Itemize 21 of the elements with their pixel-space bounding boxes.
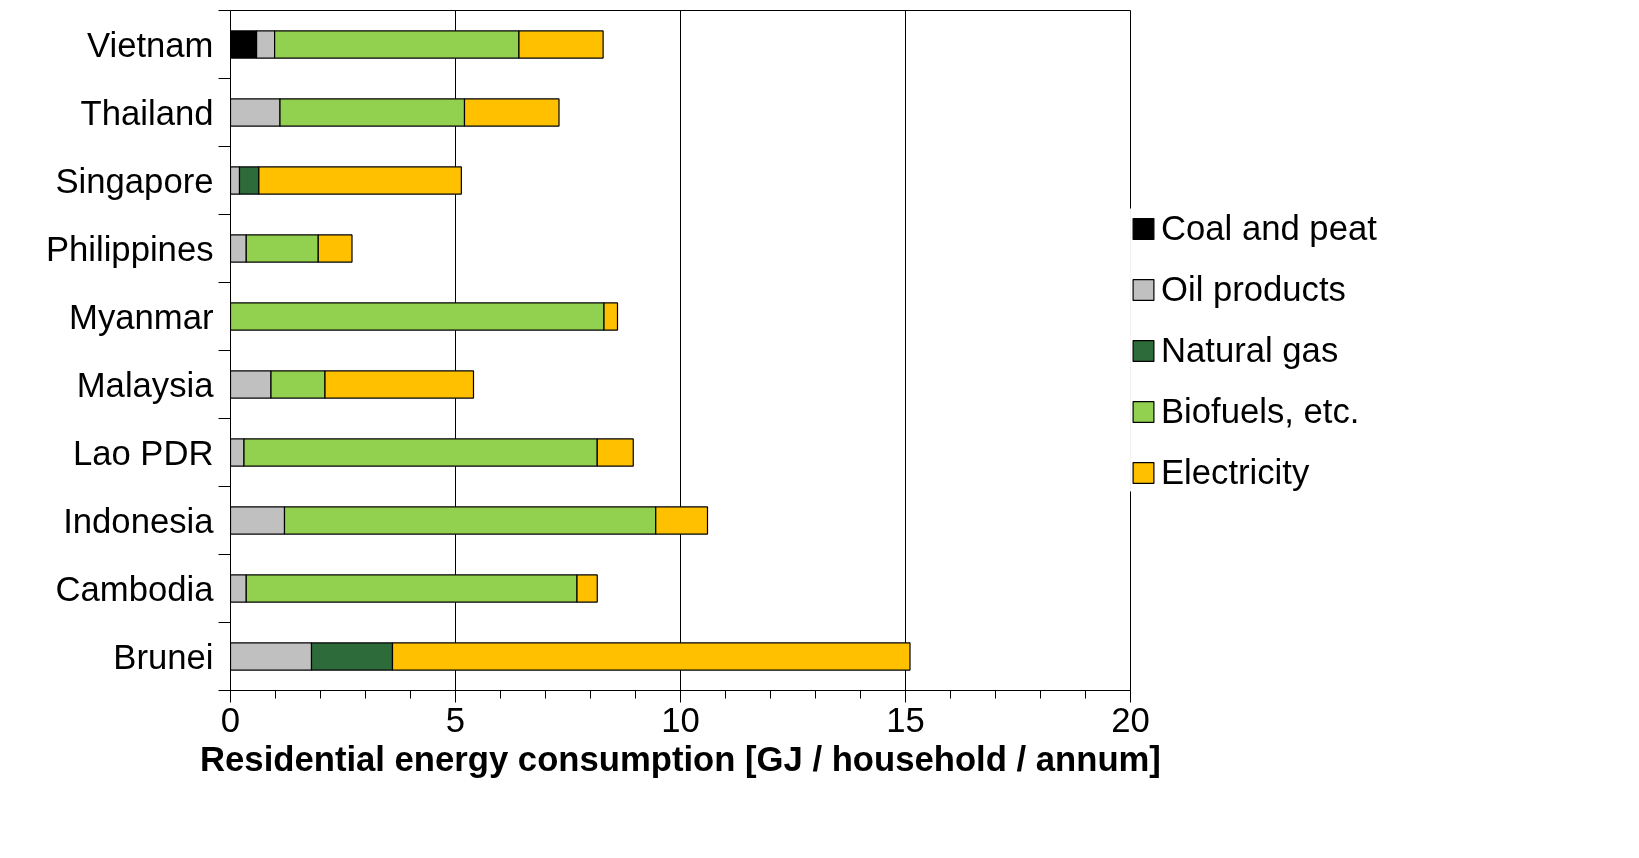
y-tick-label: Brunei [113,637,214,676]
y-tick-label: Lao PDR [72,433,214,472]
legend-label: Biofuels, etc. [1161,391,1360,431]
legend-label: Electricity [1161,452,1310,492]
y-tick-label: Thailand [80,93,214,132]
x-tick-label: 15 [886,700,925,739]
y-tick-label: Cambodia [55,569,215,608]
x-axis-title: Residential energy consumption [GJ / household / annum] [200,739,1161,778]
y-tick-label: Myanmar [69,297,214,336]
x-tick-label: 20 [1111,700,1150,739]
y-tick-label: Vietnam [86,25,214,64]
legend-label: Natural gas [1161,330,1339,370]
legend-label: Coal and peat [1161,208,1377,248]
legend-label: Oil products [1161,269,1346,309]
y-tick-label: Malaysia [76,365,215,404]
x-tick-label: 10 [661,700,700,739]
y-tick-label: Singapore [55,161,214,200]
x-tick-label: 5 [445,700,466,739]
y-tick-label: Philippines [45,229,214,268]
y-tick-label: Indonesia [63,501,215,540]
x-tick-label: 0 [220,700,241,739]
